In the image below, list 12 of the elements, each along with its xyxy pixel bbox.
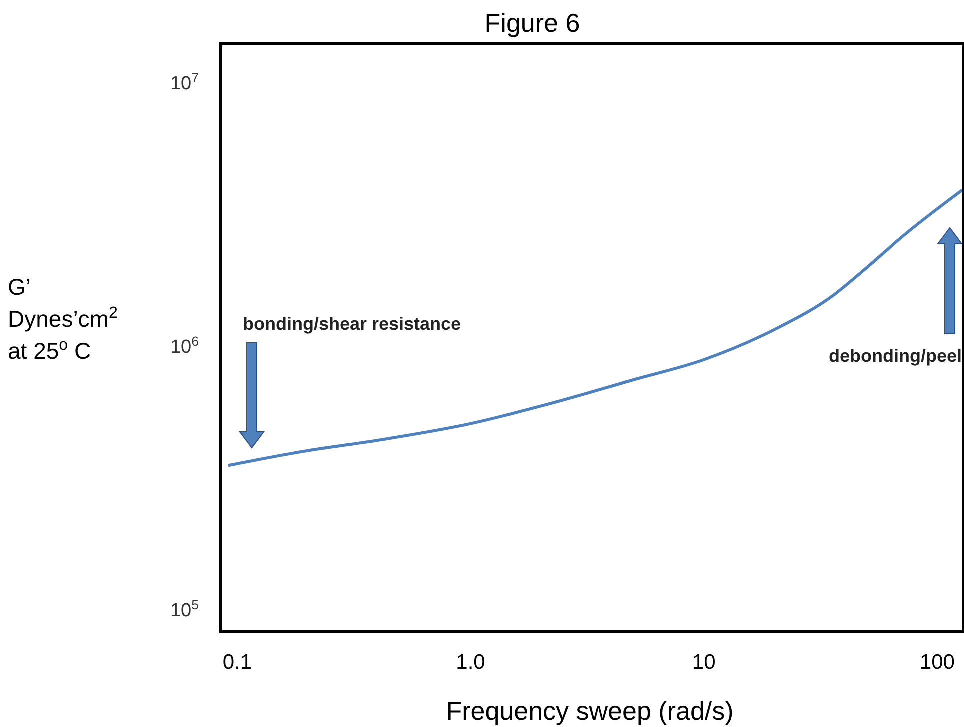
x-tick-label: 1.0 [456,651,486,674]
chart-title: Figure 6 [484,8,580,38]
y-tick-label: 10$^{6}$ [170,333,199,358]
annotation: debonding/peel [829,346,962,366]
x-axis-title: Frequency sweep (rad/s) [446,696,734,726]
x-tick-label: 0.1 [222,651,252,674]
annotation: bonding/shear resistance [243,314,462,334]
x-tick-label: 100 [920,651,955,674]
text: G’ Dynes’cm$^{2}$ at 25$^{o}$ C [8,274,118,364]
y-tick-label: 10$^{5}$ [170,596,199,622]
x-tick-label: 10 [692,651,716,674]
y-tick-label: 10$^{7}$ [170,70,199,94]
